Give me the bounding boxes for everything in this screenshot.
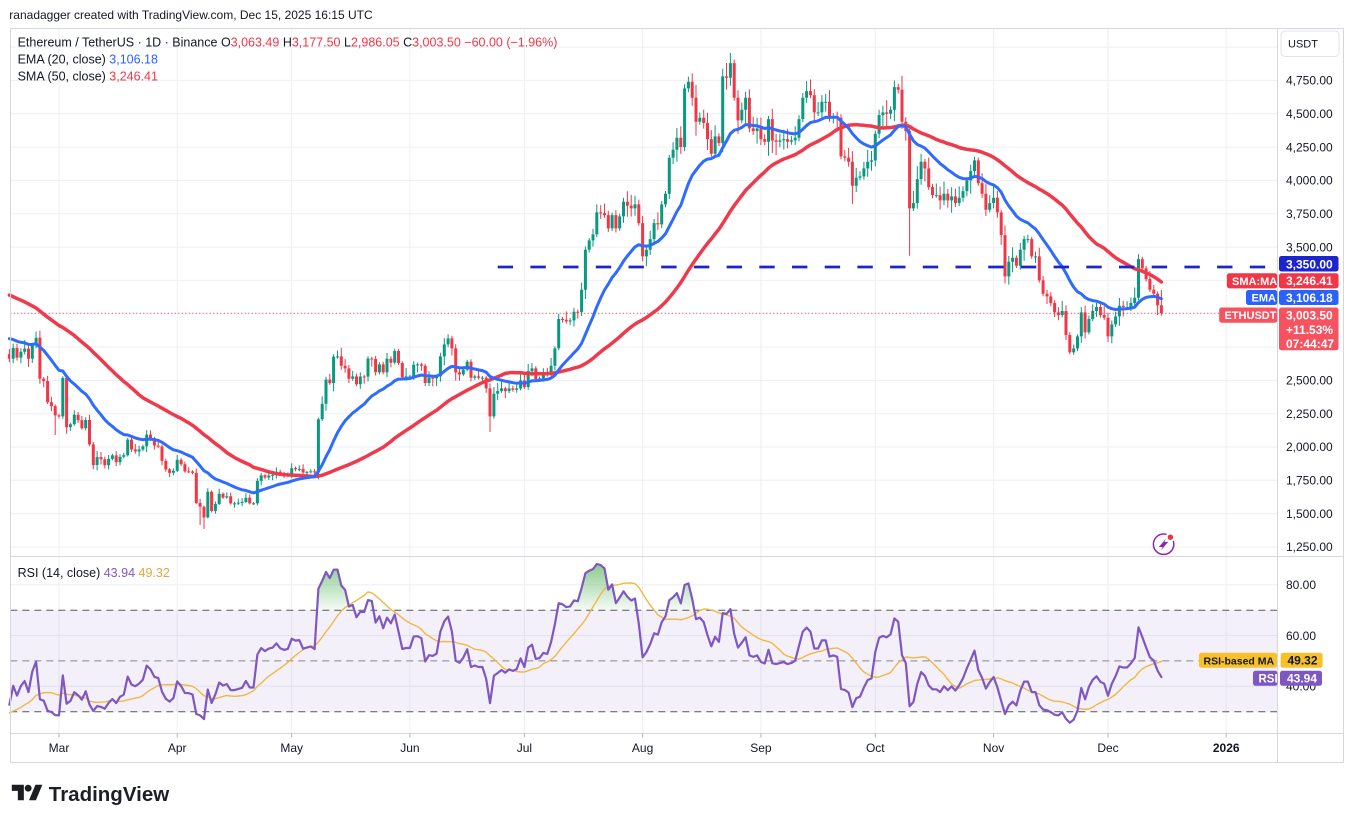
svg-text:SMA:MA: SMA:MA bbox=[1232, 276, 1277, 288]
svg-text:80.00: 80.00 bbox=[1286, 578, 1316, 592]
svg-text:07:44:47: 07:44:47 bbox=[1286, 337, 1334, 351]
svg-text:4,000.00: 4,000.00 bbox=[1286, 174, 1333, 188]
svg-text:60.00: 60.00 bbox=[1286, 629, 1316, 643]
svg-text:2,250.00: 2,250.00 bbox=[1286, 407, 1333, 421]
svg-text:3,003.50: 3,003.50 bbox=[1286, 309, 1333, 323]
svg-text:4,750.00: 4,750.00 bbox=[1286, 74, 1333, 88]
svg-text:TradingView: TradingView bbox=[49, 783, 169, 806]
svg-text:ETHUSDT: ETHUSDT bbox=[1225, 310, 1277, 322]
svg-text:SMA (50, close) 3,246.41: SMA (50, close) 3,246.41 bbox=[18, 70, 158, 84]
svg-text:49.32: 49.32 bbox=[1288, 654, 1318, 668]
svg-text:3,246.41: 3,246.41 bbox=[1286, 274, 1333, 288]
svg-text:2026: 2026 bbox=[1213, 741, 1240, 755]
svg-text:Jul: Jul bbox=[517, 741, 532, 755]
svg-text:Oct: Oct bbox=[866, 741, 885, 755]
svg-text:1,750.00: 1,750.00 bbox=[1286, 474, 1333, 488]
svg-text:Apr: Apr bbox=[168, 741, 187, 755]
svg-text:May: May bbox=[280, 741, 303, 755]
svg-text:2,500.00: 2,500.00 bbox=[1286, 374, 1333, 388]
svg-text:ranadagger created with Tradin: ranadagger created with TradingView.com,… bbox=[9, 8, 373, 22]
svg-text:RSI-based MA: RSI-based MA bbox=[1204, 656, 1275, 668]
svg-text:43.94: 43.94 bbox=[1287, 671, 1317, 685]
svg-text:1,250.00: 1,250.00 bbox=[1286, 540, 1333, 554]
svg-text:EMA (20, close) 3,106.18: EMA (20, close) 3,106.18 bbox=[18, 53, 158, 67]
svg-text:1,500.00: 1,500.00 bbox=[1286, 507, 1333, 521]
svg-text:Nov: Nov bbox=[983, 741, 1004, 755]
svg-text:Ethereum / TetherUS · 1D · Bin: Ethereum / TetherUS · 1D · Binance O3,06… bbox=[18, 36, 558, 50]
svg-text:4,500.00: 4,500.00 bbox=[1286, 107, 1333, 121]
svg-text:3,500.00: 3,500.00 bbox=[1286, 240, 1333, 254]
svg-text:3,350.00: 3,350.00 bbox=[1286, 257, 1333, 271]
svg-text:3,750.00: 3,750.00 bbox=[1286, 207, 1333, 221]
svg-text:+11.53%: +11.53% bbox=[1286, 323, 1333, 337]
svg-text:Mar: Mar bbox=[49, 741, 70, 755]
svg-text:3,106.18: 3,106.18 bbox=[1286, 291, 1333, 305]
svg-text:RSI (14, close) 43.94 49.32: RSI (14, close) 43.94 49.32 bbox=[18, 566, 170, 580]
svg-text:Aug: Aug bbox=[632, 741, 653, 755]
svg-text:4,250.00: 4,250.00 bbox=[1286, 140, 1333, 154]
svg-text:2,000.00: 2,000.00 bbox=[1286, 440, 1333, 454]
svg-text:Sep: Sep bbox=[750, 741, 772, 755]
svg-text:USDT: USDT bbox=[1288, 39, 1318, 51]
svg-text:Jun: Jun bbox=[400, 741, 419, 755]
svg-text:Dec: Dec bbox=[1097, 741, 1118, 755]
svg-text:EMA: EMA bbox=[1252, 293, 1277, 305]
svg-text:RSI: RSI bbox=[1259, 673, 1278, 685]
